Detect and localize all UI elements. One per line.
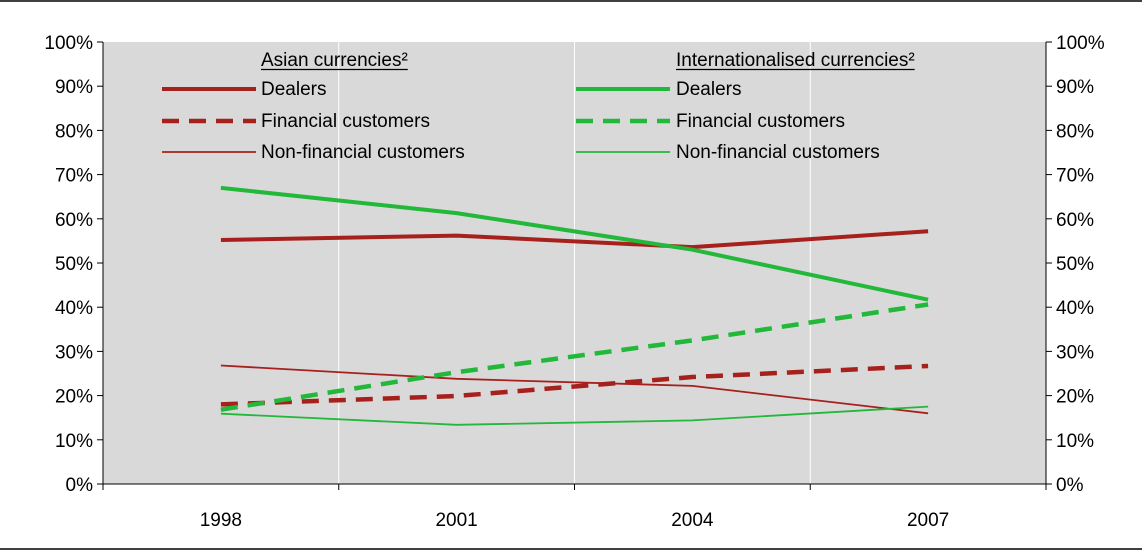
y-tick-label-left: 10% [55, 431, 93, 452]
y-tick-label-right: 70% [1056, 166, 1094, 187]
legend-label-asian-financial-customers: Financial customers [261, 111, 430, 132]
y-tick-label-left: 100% [44, 33, 93, 54]
legend-label-internationalised-non-financial-customers: Non-financial customers [676, 142, 880, 163]
y-tick-label-right: 50% [1056, 254, 1094, 275]
y-tick-label-right: 100% [1056, 33, 1105, 54]
y-tick-label-left: 40% [55, 298, 93, 319]
y-tick-label-right: 20% [1056, 387, 1094, 408]
y-tick-label-left: 50% [55, 254, 93, 275]
y-tick-label-left: 0% [66, 475, 94, 496]
y-tick-label-left: 60% [55, 210, 93, 231]
legend-label-internationalised-financial-customers: Financial customers [676, 111, 845, 132]
y-tick-label-left: 80% [55, 121, 93, 142]
x-tick-label: 1998 [200, 510, 242, 531]
y-tick-label-left: 70% [55, 166, 93, 187]
legend-group-heading-asian: Asian currencies² [261, 50, 408, 71]
y-tick-label-right: 30% [1056, 342, 1094, 363]
y-tick-label-right: 0% [1056, 475, 1084, 496]
legend-label-asian-non-financial-customers: Non-financial customers [261, 142, 465, 163]
legend-label-asian-dealers: Dealers [261, 79, 326, 100]
x-tick-label: 2001 [435, 510, 477, 531]
y-tick-label-right: 40% [1056, 298, 1094, 319]
legend-label-internationalised-dealers: Dealers [676, 79, 741, 100]
y-tick-label-right: 60% [1056, 210, 1094, 231]
y-tick-label-right: 10% [1056, 431, 1094, 452]
x-tick-label: 2004 [671, 510, 714, 531]
y-tick-label-right: 90% [1056, 77, 1094, 98]
legend-group-heading-internationalised: Internationalised currencies² [676, 50, 915, 71]
y-tick-label-right: 80% [1056, 121, 1094, 142]
y-tick-label-left: 30% [55, 342, 93, 363]
y-tick-label-left: 20% [55, 387, 93, 408]
x-tick-label: 2007 [907, 510, 949, 531]
y-tick-label-left: 90% [55, 77, 93, 98]
